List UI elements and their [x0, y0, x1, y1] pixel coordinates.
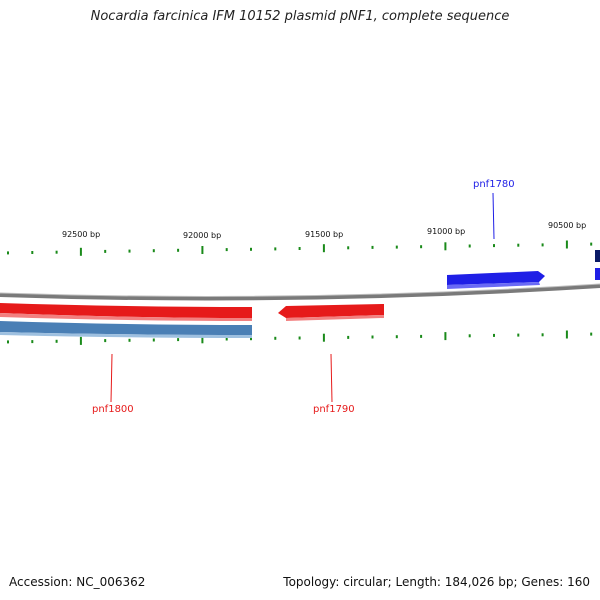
position-label-91500: 91500 bp — [305, 230, 343, 239]
minor-tick — [371, 245, 374, 249]
backbone-arc — [0, 284, 600, 301]
minor-tick — [420, 245, 423, 249]
gene-label-pnf1790[interactable]: pnf1790 — [313, 404, 355, 415]
minor-tick — [395, 245, 398, 249]
minor-tick — [395, 335, 398, 339]
minor-tick — [152, 249, 155, 253]
position-label-92000: 92000 bp — [183, 231, 221, 240]
minor-tick — [7, 340, 9, 344]
gene-pnf1790[interactable] — [278, 304, 384, 321]
summary-text: Topology: circular; Length: 184,026 bp; … — [283, 575, 590, 589]
minor-tick — [347, 335, 350, 339]
leader-line-pnf1790 — [330, 353, 333, 403]
gene-label-pnf1780[interactable]: pnf1780 — [473, 179, 515, 190]
minor-tick — [468, 334, 471, 338]
major-tick — [201, 335, 204, 344]
minor-tick — [298, 247, 301, 250]
major-tick — [444, 332, 447, 341]
minor-tick — [493, 244, 495, 248]
major-tick — [322, 244, 325, 253]
major-tick — [322, 333, 325, 342]
minor-tick — [468, 244, 471, 248]
minor-tick — [517, 333, 520, 337]
minor-tick — [55, 250, 58, 254]
major-tick — [565, 330, 568, 339]
minor-tick — [590, 242, 593, 246]
position-label-91000: 91000 bp — [427, 227, 465, 236]
minor-tick — [347, 246, 350, 250]
major-tick — [444, 242, 447, 251]
minor-tick — [274, 336, 277, 340]
inner-tick-row — [7, 330, 593, 345]
minor-tick — [371, 335, 374, 339]
minor-tick — [177, 248, 180, 252]
minor-tick — [104, 339, 107, 343]
minor-tick — [298, 336, 301, 340]
major-tick — [79, 247, 82, 256]
minor-tick — [590, 332, 593, 336]
gene-label-pnf1800[interactable]: pnf1800 — [92, 404, 134, 415]
minor-tick — [541, 333, 544, 337]
minor-tick — [420, 334, 423, 338]
map-title: Nocardia farcinica IFM 10152 plasmid pNF… — [90, 9, 510, 24]
leader-line-pnf1800 — [110, 353, 113, 403]
minor-tick — [55, 339, 58, 343]
minor-tick — [250, 337, 252, 341]
minor-tick — [177, 338, 180, 342]
minor-tick — [225, 248, 228, 252]
minor-tick — [31, 251, 34, 254]
major-tick — [201, 246, 204, 254]
outer-tick-row — [7, 240, 593, 256]
leader-line-pnf1780 — [492, 192, 495, 240]
gene-pnf1780[interactable] — [447, 271, 545, 289]
gene-pnf1800[interactable] — [0, 303, 252, 321]
minor-tick — [493, 333, 495, 337]
minor-tick — [31, 340, 34, 344]
major-tick — [565, 240, 568, 249]
minor-tick — [7, 251, 9, 255]
accession-text: Accession: NC_006362 — [9, 575, 146, 589]
gene-segment-right-edge — [595, 250, 600, 280]
position-label-92500: 92500 bp — [62, 230, 100, 239]
minor-tick — [104, 249, 107, 253]
cds-bar-left — [0, 321, 252, 338]
minor-tick — [225, 337, 228, 341]
major-tick — [79, 336, 82, 345]
minor-tick — [128, 249, 131, 253]
minor-tick — [250, 247, 252, 251]
minor-tick — [517, 243, 520, 247]
minor-tick — [128, 338, 131, 342]
position-label-90500: 90500 bp — [548, 221, 586, 230]
minor-tick — [274, 247, 277, 251]
minor-tick — [541, 243, 544, 247]
minor-tick — [152, 338, 155, 342]
